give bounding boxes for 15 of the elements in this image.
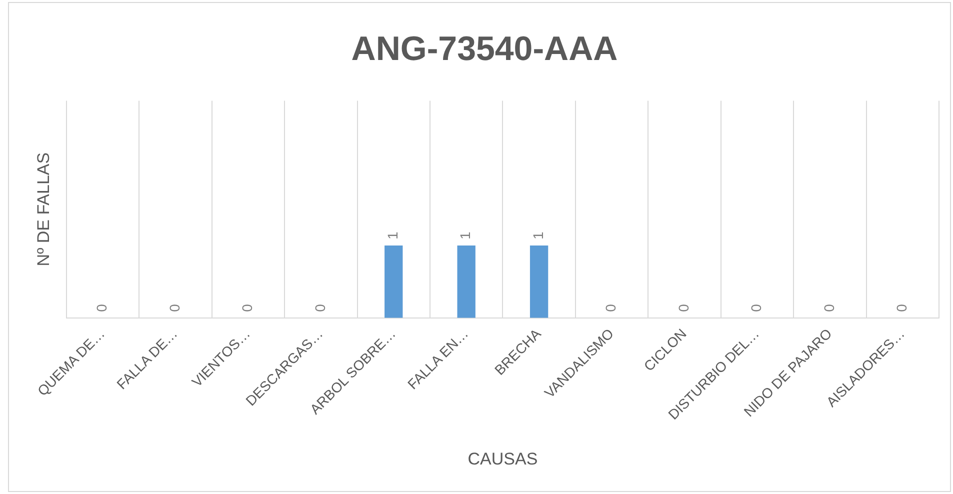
data-label: 0 [894, 304, 910, 312]
data-label: 0 [312, 304, 328, 312]
chart-title: ANG-73540-AAA [351, 30, 618, 68]
data-label: 0 [820, 304, 837, 312]
data-label: 0 [748, 304, 764, 312]
data-label: 1 [457, 232, 474, 240]
data-label: 0 [166, 304, 182, 312]
data-label: 0 [602, 304, 619, 312]
data-label: 0 [239, 304, 256, 312]
data-label: 1 [384, 232, 400, 240]
data-label: 1 [530, 232, 546, 240]
y-axis-title: Nº DE FALLAS [34, 152, 53, 266]
data-label: 0 [675, 304, 692, 312]
x-axis-title: CAUSAS [468, 449, 538, 468]
data-label: 0 [94, 304, 110, 312]
